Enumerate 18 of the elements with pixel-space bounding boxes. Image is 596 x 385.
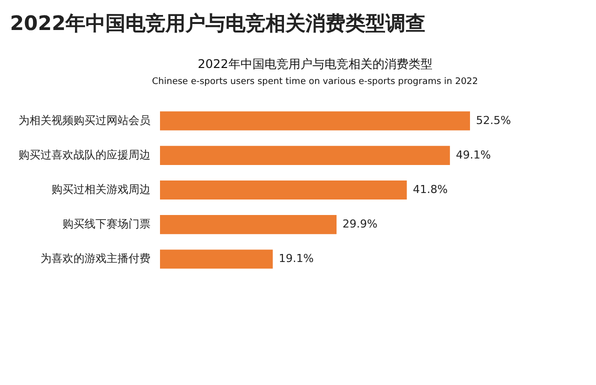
y-tick-label: 购买过喜欢战队的应援周边 — [18, 148, 150, 162]
bar — [160, 215, 337, 234]
data-label: 52.5% — [476, 114, 511, 127]
chart-title: 2022年中国电竞用户与电竞相关消费类型调查 — [10, 11, 426, 35]
data-label: 29.9% — [342, 218, 378, 231]
data-label: 49.1% — [456, 148, 491, 162]
bar — [160, 146, 450, 165]
data-label: 41.8% — [412, 183, 448, 196]
chart-subtitle: 2022年中国电竞用户与电竞相关的消费类型 — [198, 57, 432, 71]
bar — [160, 180, 407, 200]
data-label: 19.1% — [278, 252, 314, 266]
text: Chinese e-sports users spent time on various e-sports programs in 2022 — [152, 77, 478, 87]
y-tick-label: 为相关视频购买过网站会员 — [18, 114, 150, 127]
bar — [160, 250, 273, 269]
y-tick-label: 购买过相关游戏周边 — [52, 183, 150, 196]
y-tick-label: 购买线下赛场门票 — [62, 218, 150, 231]
y-tick-label: 为喜欢的游戏主播付费 — [40, 252, 150, 266]
bar — [160, 111, 470, 130]
